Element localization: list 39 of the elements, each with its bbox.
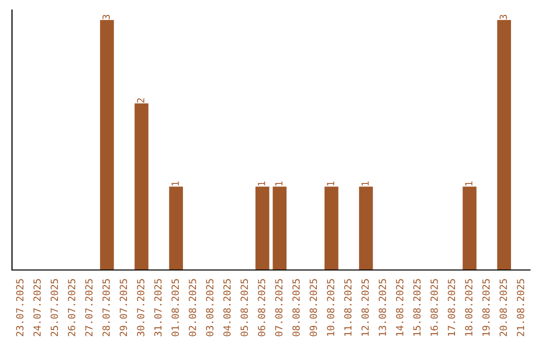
x-tick-label: 16.08.2025: [430, 279, 438, 336]
x-tick-label: 11.08.2025: [344, 279, 352, 336]
x-tick-label: 21.08.2025: [516, 279, 524, 336]
x-tick-label: 20.08.2025: [500, 279, 507, 336]
x-tick-label: 15.08.2025: [413, 279, 421, 336]
x-tick-label: 18.08.2025: [465, 279, 472, 336]
x-tick-label: 30.07.2025: [136, 279, 144, 336]
x-tick-label: 28.07.2025: [102, 279, 110, 336]
x-tick-label: 12.08.2025: [361, 279, 369, 336]
data-label: 2: [136, 98, 144, 103]
x-tick-label: 25.07.2025: [50, 279, 58, 336]
x-tick-label: 10.08.2025: [326, 279, 334, 336]
data-label: 1: [327, 181, 334, 186]
x-tick-label: 03.08.2025: [206, 279, 214, 336]
data-label: 1: [465, 181, 472, 186]
data-label: 3: [102, 14, 110, 20]
x-tick-label: 13.08.2025: [378, 279, 386, 336]
x-tick-label: 09.08.2025: [310, 279, 318, 336]
x-tick-label: 23.07.2025: [16, 279, 24, 336]
data-label: 1: [362, 181, 369, 186]
x-tick-label: 24.07.2025: [33, 279, 41, 336]
x-tick-label: 29.07.2025: [120, 279, 128, 336]
x-tick-label: 27.07.2025: [85, 279, 93, 336]
x-tick-label: 07.08.2025: [275, 279, 282, 336]
x-tick-label: 19.08.2025: [482, 279, 490, 336]
data-label: 1: [275, 181, 282, 186]
x-tick-label: 17.08.2025: [448, 279, 456, 336]
x-tick-label: 08.08.2025: [292, 279, 300, 336]
x-tick-label: 01.08.2025: [172, 279, 179, 336]
x-tick-label: 14.08.2025: [396, 279, 404, 336]
x-tick-label: 04.08.2025: [223, 279, 231, 336]
x-tick-label: 02.08.2025: [188, 279, 196, 336]
x-tick-label: 06.08.2025: [258, 279, 266, 336]
x-tick-label: 31.07.2025: [154, 279, 162, 336]
data-label: 3: [500, 14, 507, 20]
x-tick-label: 05.08.2025: [240, 279, 248, 336]
x-tick-label: 26.07.2025: [68, 279, 76, 336]
data-label: 1: [172, 181, 179, 186]
data-label: 1: [258, 181, 266, 186]
